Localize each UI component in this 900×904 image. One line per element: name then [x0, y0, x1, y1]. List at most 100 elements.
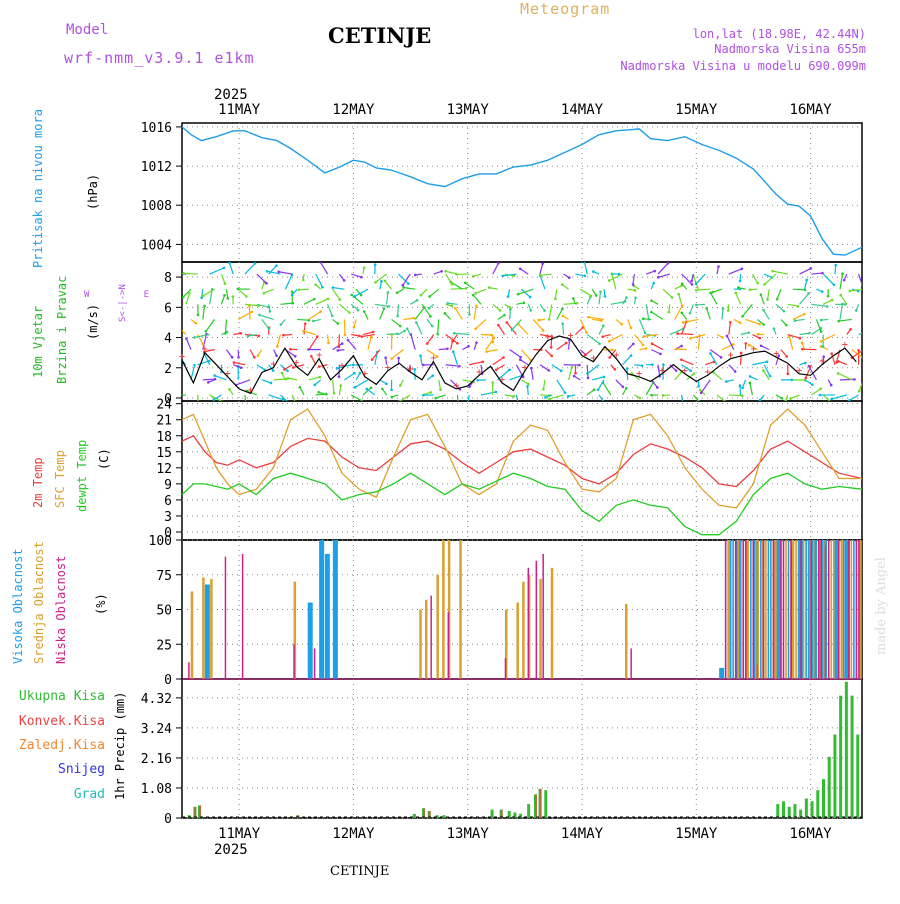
ytick-label: 4: [164, 332, 172, 347]
wind-arrow: [304, 324, 305, 335]
wind-arrow: [528, 386, 529, 395]
wind-arrow-head: [643, 335, 646, 338]
wind-arrow-head: [766, 298, 769, 301]
wind-arrow-head: [475, 304, 478, 307]
wind-arrow: [438, 319, 439, 334]
wind-gust-mark: +: [476, 367, 482, 378]
wind-arrow-head: [485, 350, 488, 353]
wind-arrow-head: [705, 307, 708, 310]
wind-arrow: [403, 318, 414, 319]
wind-arrow: [448, 303, 458, 304]
wind-arrow-head: [399, 325, 402, 328]
wind-arrow-head: [587, 316, 590, 319]
wind-arrow-head: [188, 292, 191, 295]
wind-arrow-head: [677, 293, 680, 296]
wind-arrow-head: [414, 274, 417, 277]
cloud-bar: [760, 540, 762, 679]
wind-arrow-head: [749, 375, 752, 378]
wind-arrow: [729, 395, 743, 396]
model-label: Model: [66, 22, 108, 38]
wind-arrow-head: [455, 273, 458, 276]
wind-arrow-head: [374, 263, 377, 266]
wind-arrow-head: [597, 388, 600, 391]
wind-arrow-head: [280, 323, 283, 326]
wind-arrow-head: [608, 356, 611, 359]
wind-arrow: [387, 292, 388, 304]
cloud-bar: [528, 568, 530, 679]
wind-arrow: [551, 335, 552, 348]
wind-arrow-head: [227, 297, 230, 300]
cloud-bar: [823, 540, 825, 679]
wind-arrow-head: [759, 337, 762, 340]
wind-arrow: [288, 378, 297, 380]
cloud-bar: [551, 568, 554, 679]
wind-arrow-head: [422, 364, 425, 367]
wind-arrow-head: [602, 324, 605, 327]
cloud-bar: [793, 540, 795, 679]
wind-arrow-head: [276, 345, 279, 348]
cloud-bar: [813, 540, 815, 679]
cloud-bar: [798, 540, 800, 679]
wind-arrow-head: [820, 319, 823, 322]
wind-arrow: [557, 309, 563, 320]
wind-arrow-head: [787, 373, 790, 376]
wind-arrow: [427, 335, 434, 344]
wind-arrow-head: [240, 332, 243, 335]
wind-arrow-head: [833, 284, 836, 287]
wind-arrow-head: [630, 327, 633, 330]
wind-arrow: [713, 289, 722, 292]
wind-arrow-head: [848, 290, 851, 293]
lonlat-label: lon,lat (18.98E, 42.44N): [693, 27, 866, 41]
wind-arrow-head: [595, 294, 598, 297]
wind-arrow: [743, 304, 753, 316]
wind-arrow: [557, 343, 566, 350]
wind-arrow-head: [318, 376, 321, 379]
wind-arrow-head: [760, 293, 763, 296]
cloud-bar: [858, 540, 860, 679]
high-cloud-legend: Visoka Oblacnost: [11, 548, 25, 664]
ytick-label: 100: [149, 534, 172, 549]
wind-arrow-head: [502, 356, 505, 359]
wind-arrow: [264, 289, 274, 293]
wind-arrow-head: [354, 386, 357, 389]
wind-arrow: [811, 273, 822, 274]
wind-arrow: [616, 380, 623, 387]
day-label-top: 15MAY: [675, 102, 718, 118]
wind-arrow-head: [749, 288, 752, 291]
ytick-label: 4.32: [141, 692, 172, 707]
wind-arrow-head: [822, 345, 825, 348]
wind-arrow: [838, 373, 852, 379]
wind-arrow-head: [547, 369, 550, 372]
wind-arrow-head: [741, 315, 744, 318]
wind-arrow: [451, 341, 453, 350]
wind-arrow-head: [399, 384, 402, 387]
wind-arrow-head: [381, 388, 384, 391]
cloud-bar: [780, 540, 782, 679]
wind-arrow-head: [360, 335, 363, 338]
wind-arrow-head: [587, 377, 590, 380]
wind-arrow: [711, 293, 717, 304]
day-label-top: 13MAY: [447, 102, 490, 118]
wind-arrow-head: [497, 262, 500, 265]
wind-arrow-head: [360, 294, 363, 297]
wind-arrow-head: [402, 284, 405, 287]
wind-arrow: [421, 356, 422, 365]
cloud-bar: [730, 540, 732, 679]
wind-arrow-head: [567, 395, 570, 398]
wind-arrow: [545, 350, 552, 356]
wind-arrow-head: [574, 372, 577, 375]
wind-arrow-head: [333, 392, 336, 395]
wind-arrow-head: [876, 319, 879, 322]
wind-arrow: [339, 304, 349, 312]
wind-arrow: [210, 268, 224, 274]
wind-arrow: [198, 361, 209, 365]
mid-cloud-legend: Srednja Oblacnost: [32, 541, 46, 664]
wind-arrow-head: [695, 304, 698, 307]
wind-arrow-head: [338, 376, 341, 379]
wind-gust-mark: +: [408, 364, 414, 375]
wind-arrow-head: [343, 279, 346, 282]
wind-arrow: [436, 395, 446, 398]
wind-arrow-head: [302, 330, 305, 333]
wind-arrow-head: [391, 396, 394, 399]
wind-arrow: [609, 335, 622, 342]
